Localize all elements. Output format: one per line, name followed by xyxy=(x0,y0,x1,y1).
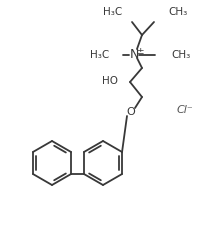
Text: H₃C: H₃C xyxy=(103,7,122,17)
Text: CH₃: CH₃ xyxy=(171,50,190,60)
Text: Cl⁻: Cl⁻ xyxy=(177,105,193,115)
Text: H₃C: H₃C xyxy=(90,50,109,60)
Text: O: O xyxy=(127,107,135,117)
Text: ±: ± xyxy=(136,47,144,56)
Text: CH₃: CH₃ xyxy=(168,7,187,17)
Text: HO: HO xyxy=(102,76,118,86)
Text: N: N xyxy=(129,49,139,61)
